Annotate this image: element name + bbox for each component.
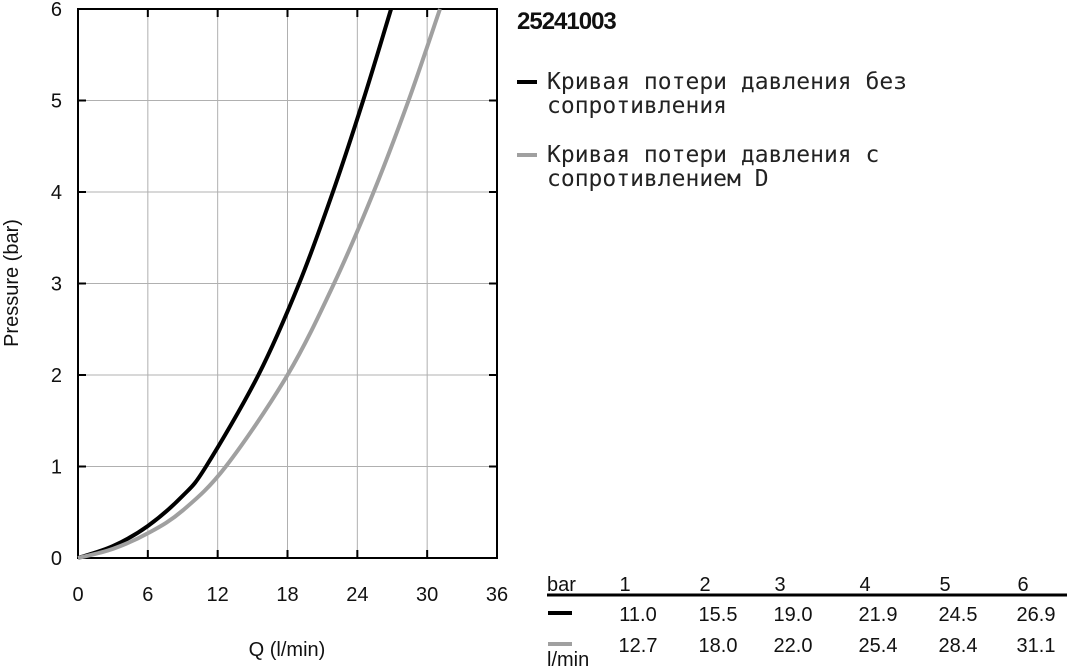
table-column-header: 5 [939,574,950,596]
table-header-label: bar [547,574,576,596]
table-cell: 22.0 [774,635,813,657]
x-tick-label: 0 [72,584,83,606]
y-tick-label: 5 [51,91,62,113]
table-cell: 25.4 [859,635,898,657]
table-column-header: 1 [619,574,630,596]
x-tick-label: 30 [416,584,438,606]
series-line [77,8,442,560]
table-cell: 24.5 [939,604,978,626]
table-cell: 11.0 [619,604,656,626]
table-column-header: 6 [1017,574,1028,596]
plot-frame [77,8,498,559]
x-tick-label: 18 [276,584,298,606]
table-column-header: 3 [774,574,785,596]
x-tick-label: 24 [346,584,368,606]
y-tick-label: 3 [51,274,62,296]
table-cell: 15.5 [699,604,738,626]
table-column-header: 2 [699,574,710,596]
table-cell: 21.9 [859,604,898,626]
y-axis-label: Pressure (bar) [1,219,23,347]
series-line [77,8,393,560]
y-tick-label: 4 [51,182,62,204]
y-tick-label: 0 [51,548,62,570]
y-tick-label: 6 [51,0,62,21]
legend-label: Кривая потери давления с сопротивлением … [547,142,880,192]
table-cell: 19.0 [774,604,813,626]
legend-label: Кривая потери давления без сопротивления [547,69,908,119]
table-column-header: 4 [859,574,870,596]
x-axis-label: Q (l/min) [249,639,326,661]
y-tick-label: 2 [51,365,62,387]
table-cell: 31.1 [1017,635,1056,657]
chart-title: 25241003 [517,8,616,35]
x-tick-label: 6 [142,584,153,606]
y-tick-label: 1 [51,457,62,479]
table-cell: 18.0 [699,635,738,657]
table-cell: 26.9 [1017,604,1056,626]
table-cell: 12.7 [619,635,658,657]
x-tick-label: 12 [207,584,229,606]
table-unit: l/min [547,649,589,669]
table-cell: 28.4 [939,635,978,657]
x-tick-label: 36 [486,584,508,606]
